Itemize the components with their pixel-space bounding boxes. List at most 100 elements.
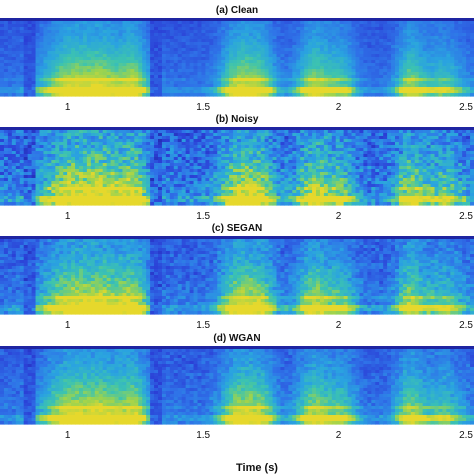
spectrogram-cell bbox=[272, 54, 278, 58]
spectrogram-cell bbox=[327, 90, 333, 94]
spectrogram-cell bbox=[86, 151, 92, 155]
spectrogram-cell bbox=[367, 27, 372, 31]
spectrogram-cell bbox=[90, 139, 96, 143]
spectrogram-cell bbox=[292, 78, 297, 82]
spectrogram-cell bbox=[197, 151, 203, 155]
spectrogram-cell bbox=[343, 33, 349, 37]
spectrogram-cell bbox=[181, 24, 187, 28]
spectrogram-cell bbox=[225, 136, 230, 140]
spectrogram-cell bbox=[458, 39, 463, 43]
spectrogram-cell bbox=[75, 127, 80, 131]
spectrogram-cell bbox=[3, 48, 9, 52]
spectrogram-cell bbox=[276, 130, 282, 134]
spectrogram-cell bbox=[355, 78, 361, 82]
spectrogram-cell bbox=[312, 148, 317, 152]
spectrogram-cell bbox=[237, 57, 242, 61]
spectrogram-cell bbox=[398, 42, 404, 46]
spectrogram-cell bbox=[146, 84, 151, 88]
spectrogram-cell bbox=[94, 154, 100, 158]
spectrogram-cell bbox=[402, 63, 408, 67]
spectrogram-cell bbox=[229, 139, 234, 143]
spectrogram-cell bbox=[379, 127, 384, 131]
spectrogram-cell bbox=[252, 54, 258, 58]
spectrogram-cell bbox=[296, 84, 301, 88]
spectrogram-cell bbox=[55, 57, 60, 61]
spectrogram-cell bbox=[442, 84, 447, 88]
spectrogram-cell bbox=[173, 87, 179, 91]
spectrogram-cell bbox=[450, 27, 455, 31]
spectrogram-cell bbox=[308, 139, 313, 143]
spectrogram-cell bbox=[339, 154, 345, 158]
spectrogram-cell bbox=[406, 157, 412, 161]
spectrogram-cell bbox=[438, 48, 443, 52]
spectrogram-cell bbox=[359, 66, 364, 70]
spectrogram-cell bbox=[114, 54, 120, 58]
spectrogram-cell bbox=[19, 54, 25, 58]
spectrogram-cell bbox=[244, 151, 250, 155]
spectrogram-cell bbox=[233, 151, 238, 155]
spectrogram-cell bbox=[82, 66, 88, 70]
spectrogram-cell bbox=[418, 18, 424, 22]
spectrogram-cell bbox=[114, 78, 120, 82]
spectrogram-cell bbox=[438, 39, 443, 43]
spectrogram-cell bbox=[450, 148, 455, 152]
spectrogram-cell bbox=[462, 142, 467, 146]
spectrogram-cell bbox=[355, 66, 361, 70]
spectrogram-cell bbox=[177, 154, 183, 158]
spectrogram-cell bbox=[181, 151, 187, 155]
spectrogram-cell bbox=[339, 45, 345, 49]
spectrogram-cell bbox=[391, 30, 396, 34]
spectrogram-cell bbox=[43, 42, 48, 46]
spectrogram-cell bbox=[367, 133, 372, 137]
spectrogram-cell bbox=[177, 90, 183, 94]
spectrogram-cell bbox=[23, 51, 29, 55]
spectrogram-cell bbox=[31, 36, 37, 40]
spectrogram-cell bbox=[158, 57, 163, 61]
spectrogram-cell bbox=[193, 54, 199, 58]
spectrogram-cell bbox=[150, 51, 155, 55]
spectrogram-cell bbox=[434, 157, 440, 161]
spectrogram-cell bbox=[7, 145, 13, 149]
spectrogram-cell bbox=[256, 54, 262, 58]
spectrogram-cell bbox=[272, 48, 278, 52]
spectrogram-cell bbox=[442, 148, 447, 152]
spectrogram-cell bbox=[418, 133, 424, 137]
spectrogram-cell bbox=[256, 21, 262, 25]
x-tick-label: 1.5 bbox=[196, 102, 210, 113]
spectrogram-cell bbox=[138, 42, 143, 46]
spectrogram-cell bbox=[86, 48, 92, 52]
spectrogram-cell bbox=[387, 36, 392, 40]
spectrogram-cell bbox=[177, 84, 183, 88]
spectrogram-cell bbox=[126, 45, 131, 49]
spectrogram-cell bbox=[189, 30, 195, 34]
spectrogram-cell bbox=[414, 42, 420, 46]
spectrogram-cell bbox=[430, 139, 436, 143]
spectrogram-cell bbox=[387, 87, 392, 91]
spectrogram-cell bbox=[35, 21, 41, 25]
spectrogram-cell bbox=[0, 151, 5, 155]
spectrogram-cell bbox=[126, 18, 131, 22]
spectrogram-cell bbox=[308, 90, 313, 94]
spectrogram-cell bbox=[47, 30, 52, 34]
spectrogram-cell bbox=[312, 48, 317, 52]
spectrogram-cell bbox=[347, 90, 353, 94]
spectrogram-cell bbox=[308, 51, 313, 55]
spectrogram-cell bbox=[169, 139, 175, 143]
spectrogram-cell bbox=[90, 36, 96, 40]
spectrogram-cell bbox=[240, 148, 246, 152]
spectrogram-cell bbox=[169, 148, 175, 152]
spectrogram-cell bbox=[110, 24, 116, 28]
spectrogram-cell bbox=[122, 39, 127, 43]
spectrogram-cell bbox=[126, 93, 131, 97]
spectrogram-cell bbox=[154, 66, 159, 70]
spectrogram-cell bbox=[82, 136, 88, 140]
spectrogram-cell bbox=[0, 24, 5, 28]
spectrogram-cell bbox=[426, 157, 432, 161]
spectrogram-cell bbox=[470, 60, 474, 64]
spectrogram-cell bbox=[248, 90, 254, 94]
spectrogram-cell bbox=[379, 69, 384, 73]
spectrogram-cell bbox=[118, 51, 124, 55]
spectrogram-cell bbox=[201, 84, 206, 88]
spectrogram-cell bbox=[150, 145, 155, 149]
